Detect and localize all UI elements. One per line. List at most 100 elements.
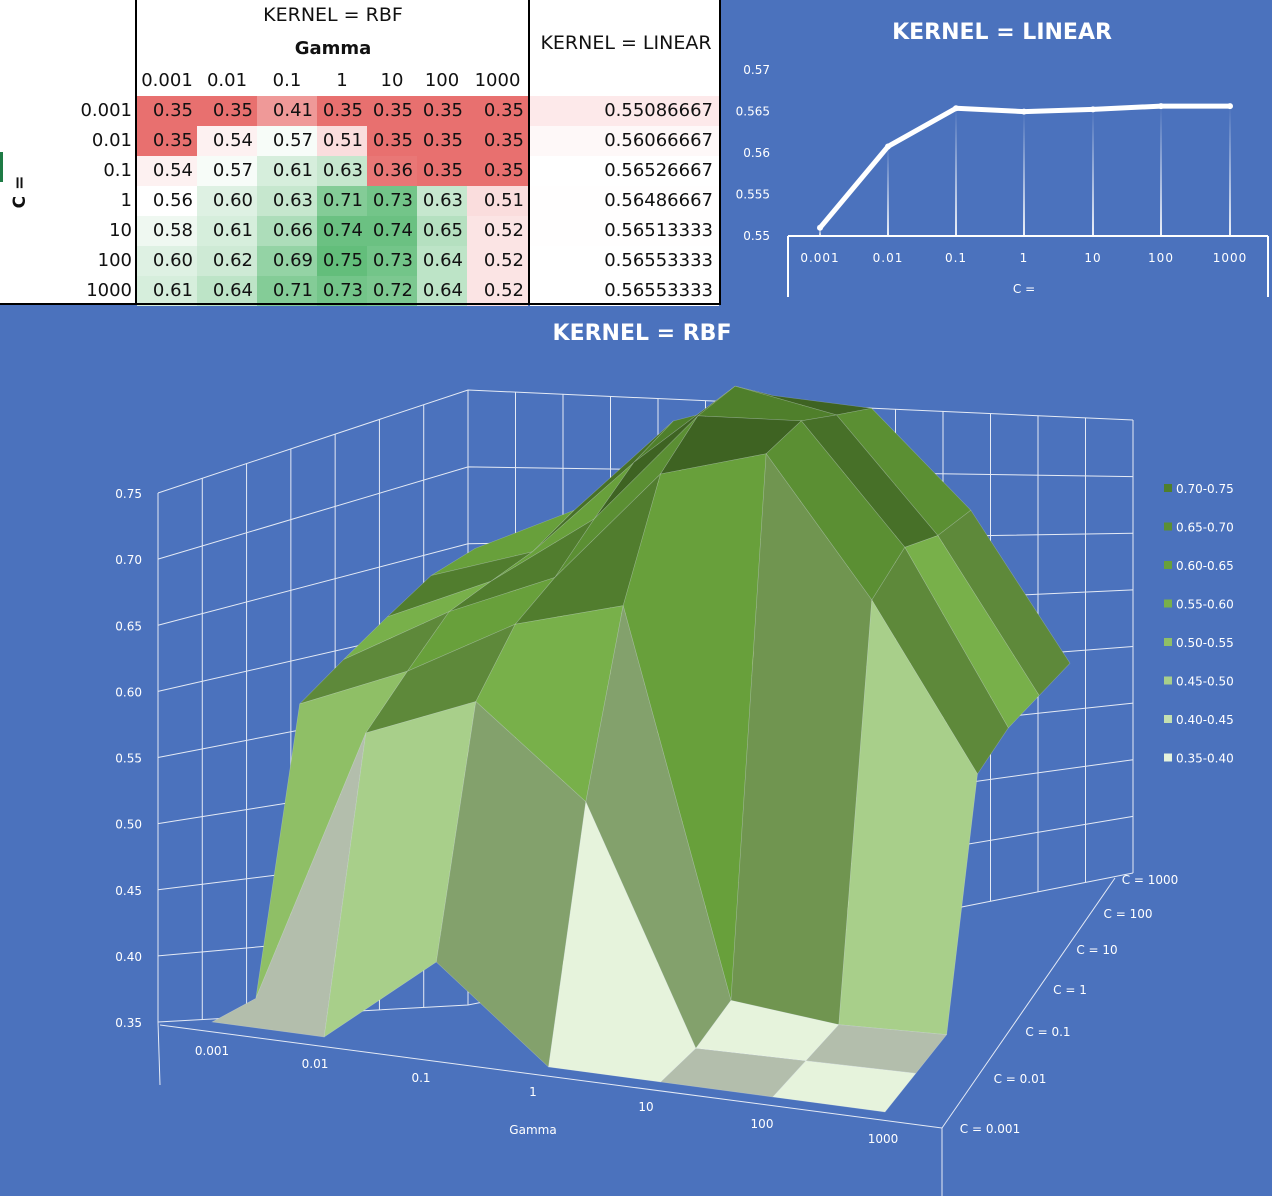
rbf-surface-svg: KERNEL = RBF 0.35 0.40 0.45 0.50 0.55 0.60 0.65…	[0, 306, 1272, 1196]
rbf-legend-swatch	[1164, 753, 1172, 762]
rbf-score-cell: 0.54	[197, 126, 257, 156]
gamma-column-header: 1000	[474, 70, 521, 91]
rbf-floor-edge	[159, 1024, 943, 1129]
linear-score-cell: 0.56553333	[530, 276, 719, 306]
rbf-score-cell: 0.52	[467, 246, 528, 276]
rbf-score-cell: 0.58	[137, 216, 197, 246]
rbf-x-axis-title: Gamma	[509, 1123, 556, 1137]
rbf-score-cell: 0.36	[367, 156, 417, 186]
rbf-score-cell: 0.64	[417, 246, 467, 276]
gamma-header: Gamma	[294, 38, 372, 59]
rbf-score-cell: 0.61	[137, 276, 197, 306]
rbf-z-tick-label: 0.75	[115, 487, 142, 501]
rbf-c-tick-label: C = 0.01	[994, 1072, 1047, 1086]
c-row-header: 0.001	[80, 100, 132, 121]
linear-drop-line	[1023, 111, 1025, 236]
gamma-column-header: 100	[424, 70, 460, 91]
gamma-column-header: 0.1	[272, 70, 302, 91]
c-row-header: 10	[109, 220, 132, 241]
rbf-legend-label: 0.55-0.60	[1176, 598, 1234, 612]
rbf-score-cell: 0.35	[137, 126, 197, 156]
linear-score-cell: 0.56066667	[530, 126, 719, 156]
linear-score-cell: 0.56553333	[530, 246, 719, 276]
linear-drop-line	[819, 227, 821, 236]
rbf-c-tick-label: C = 10	[1076, 943, 1117, 957]
rbf-score-cell: 0.35	[417, 96, 467, 126]
rbf-legend-swatch	[1164, 522, 1172, 531]
rbf-c-tick-label: C = 1000	[1122, 873, 1179, 887]
linear-drop-line	[1092, 109, 1094, 236]
rbf-score-cell: 0.64	[417, 276, 467, 306]
rbf-score-cell: 0.52	[467, 216, 528, 246]
linear-y-tick-label: 0.55	[743, 229, 770, 243]
c-row-header: 100	[97, 250, 132, 271]
gamma-column-header: 0.001	[141, 70, 193, 91]
table-divider-right	[719, 0, 721, 305]
table-divider-left	[135, 0, 137, 305]
linear-x-tick-label: 1000	[1213, 251, 1248, 265]
rbf-z-tick-label: 0.55	[115, 752, 142, 766]
rbf-score-cell: 0.71	[257, 276, 317, 306]
c-row-header: 1	[120, 190, 132, 211]
linear-kernel-header: KERNEL = LINEAR	[540, 32, 712, 54]
rbf-score-cell: 0.64	[197, 276, 257, 306]
rbf-legend-swatch	[1164, 599, 1172, 608]
linear-chart-svg: KERNEL = LINEAR 0.55 0.555 0.56 0.565 0.57 0.0…	[722, 0, 1272, 305]
linear-score-cell: 0.56513333	[530, 216, 719, 246]
rbf-z-tick-label: 0.70	[115, 553, 142, 567]
linear-drop-line	[887, 146, 889, 236]
results-table: KERNEL = RBF Gamma KERNEL = LINEAR C = 0…	[0, 0, 721, 306]
rbf-legend-swatch	[1164, 638, 1172, 646]
rbf-score-cell: 0.63	[257, 186, 317, 216]
rbf-score-cell: 0.41	[257, 96, 317, 126]
rbf-score-cell: 0.52	[467, 276, 528, 306]
rbf-score-cell: 0.72	[367, 276, 417, 306]
rbf-legend-label: 0.60-0.65	[1176, 559, 1234, 573]
linear-x-tick-label: 10	[1084, 251, 1101, 265]
rbf-legend-label: 0.70-0.75	[1176, 482, 1234, 496]
linear-data-point	[1090, 106, 1096, 113]
rbf-legend-label: 0.35-0.40	[1176, 752, 1234, 766]
rbf-legend-swatch	[1164, 484, 1172, 492]
rbf-gamma-tick-label: 1000	[868, 1132, 899, 1146]
rbf-score-cell: 0.71	[317, 186, 367, 216]
rbf-c-tick-label: C = 1	[1053, 983, 1087, 997]
rbf-score-cell: 0.51	[467, 186, 528, 216]
linear-x-tick-label: 0.001	[800, 251, 839, 265]
rbf-score-cell: 0.57	[257, 126, 317, 156]
rbf-z-tick-label: 0.65	[115, 619, 142, 633]
linear-x-tick-label: 0.01	[873, 251, 904, 265]
rbf-score-cell: 0.66	[257, 216, 317, 246]
c-row-header: 0.1	[103, 160, 132, 181]
cell-selection-marker	[0, 152, 3, 182]
rbf-surface-chart: KERNEL = RBF 0.35 0.40 0.45 0.50 0.55 0.60 0.65…	[0, 306, 1272, 1196]
rbf-score-cell: 0.75	[317, 246, 367, 276]
rbf-gamma-tick-label: 10	[638, 1100, 653, 1114]
linear-x-axis-title: C =	[1013, 282, 1035, 296]
rbf-kernel-header: KERNEL = RBF	[263, 4, 403, 26]
rbf-c-tick-label: C = 100	[1104, 907, 1153, 921]
rbf-score-cell: 0.74	[367, 216, 417, 246]
rbf-gamma-tick-label: 100	[751, 1117, 774, 1131]
rbf-c-tick-label: C = 0.1	[1025, 1025, 1070, 1039]
rbf-score-cell: 0.35	[467, 126, 528, 156]
table-divider-middle	[528, 0, 530, 305]
linear-y-tick-label: 0.57	[743, 63, 770, 77]
linear-y-tick-label: 0.56	[743, 146, 770, 160]
rbf-score-cell: 0.63	[417, 186, 467, 216]
linear-x-tick-label: 1	[1020, 251, 1029, 265]
gamma-column-header: 0.01	[206, 70, 248, 91]
rbf-score-cell: 0.35	[417, 156, 467, 186]
rbf-score-cell: 0.35	[137, 96, 197, 126]
linear-score-cell: 0.56526667	[530, 156, 719, 186]
rbf-score-cell: 0.35	[197, 96, 257, 126]
rbf-z-tick-label: 0.40	[115, 950, 142, 964]
linear-data-point	[1227, 103, 1233, 110]
rbf-score-cell: 0.73	[367, 186, 417, 216]
gamma-column-header: 10	[380, 70, 404, 91]
rbf-score-cell: 0.69	[257, 246, 317, 276]
linear-data-point	[817, 224, 823, 231]
rbf-surface	[211, 385, 1071, 1113]
rbf-score-cell: 0.62	[197, 246, 257, 276]
rbf-score-cell: 0.65	[417, 216, 467, 246]
